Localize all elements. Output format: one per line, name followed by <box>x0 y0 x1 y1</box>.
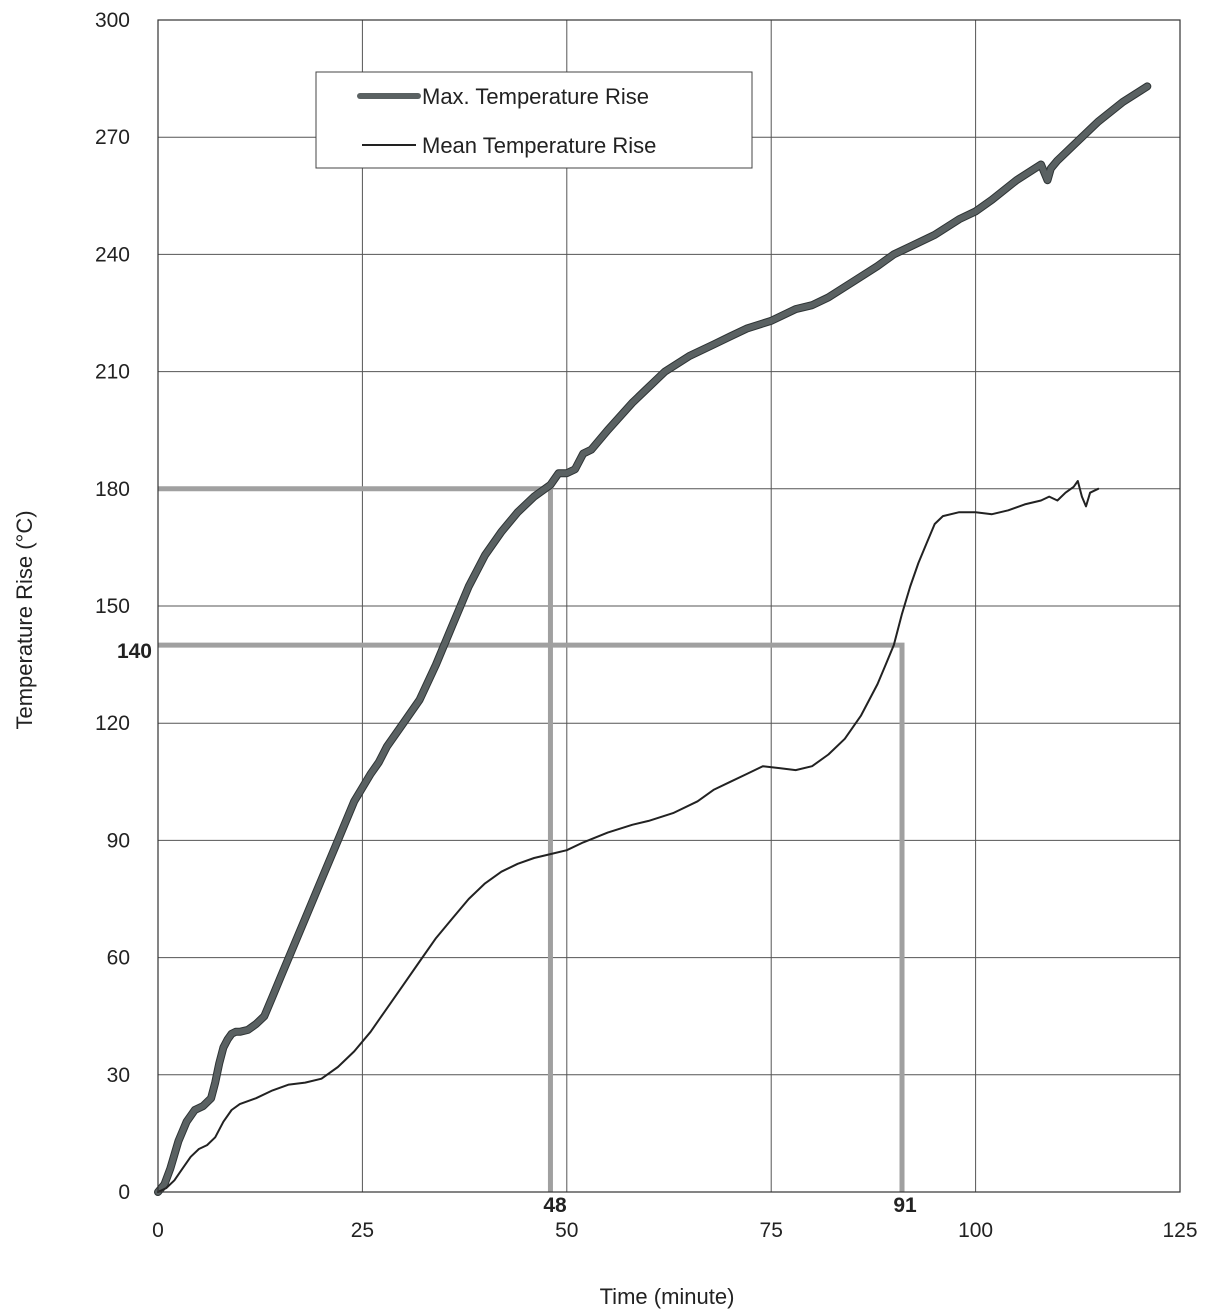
x-axis-title: Time (minute) <box>600 1284 735 1309</box>
y-tick-label: 90 <box>107 829 130 852</box>
series-line-max <box>155 83 1151 1195</box>
x-tick-label: 25 <box>351 1219 374 1242</box>
x-tick-label: 100 <box>958 1219 993 1242</box>
legend-label-max: Max. Temperature Rise <box>422 84 649 109</box>
y-axis-title: Temperature Rise (°C) <box>12 510 37 729</box>
y-tick-label: 210 <box>95 361 130 384</box>
ref-label-y-140: 140 <box>117 640 152 663</box>
y-tick-label: 0 <box>118 1181 130 1204</box>
legend: Max. Temperature Rise Mean Temperature R… <box>315 71 753 169</box>
plot-frame <box>157 19 1181 1193</box>
ref-label-x-48: 48 <box>543 1194 567 1217</box>
tick-labels: 0 25 50 75 100 125 0 30 60 90 120 150 180 210 240 270 30… <box>95 9 1198 1242</box>
y-tick-label: 270 <box>95 126 130 149</box>
y-tick-label: 180 <box>95 478 130 501</box>
reference-line <box>158 642 905 1192</box>
series-line-mean <box>157 480 1100 1193</box>
y-tick-label: 120 <box>95 712 130 735</box>
ref-label-x-91: 91 <box>893 1194 917 1217</box>
y-tick-label: 300 <box>95 9 130 32</box>
series-layer <box>154 82 1152 1196</box>
y-tick-label: 30 <box>107 1064 130 1087</box>
x-tick-label: 50 <box>555 1219 578 1242</box>
y-tick-label: 60 <box>107 947 130 970</box>
legend-label-mean: Mean Temperature Rise <box>422 133 656 158</box>
x-tick-label: 0 <box>152 1219 164 1242</box>
x-tick-label: 125 <box>1162 1219 1197 1242</box>
x-tick-label: 75 <box>760 1219 783 1242</box>
y-tick-label: 240 <box>95 243 130 266</box>
legend-box <box>315 71 753 169</box>
y-tick-label: 150 <box>95 595 130 618</box>
